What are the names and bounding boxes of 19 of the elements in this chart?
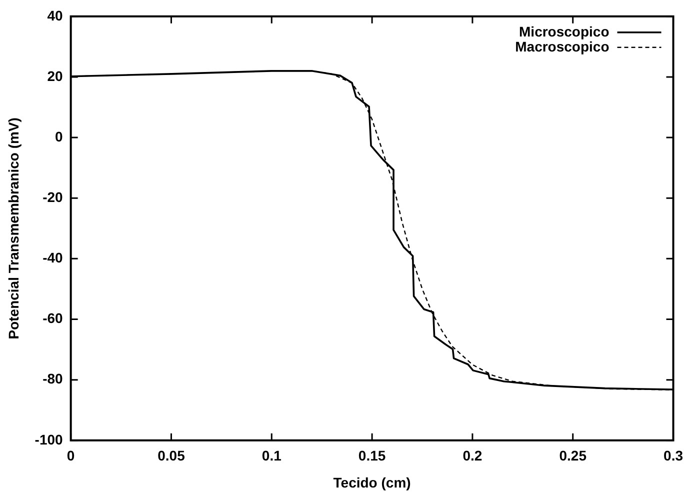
x-tick-label: 0.3 — [664, 448, 684, 464]
y-axis-title: Potencial Transmembranico (mV) — [5, 118, 22, 340]
y-tick-label: -60 — [42, 310, 64, 326]
x-tick-label: 0.05 — [158, 448, 186, 464]
x-tick-label: 0 — [66, 448, 75, 464]
x-axis-title: Tecido (cm) — [333, 474, 411, 490]
y-tick-label: -20 — [42, 188, 64, 205]
y-tick-label: 40 — [47, 7, 64, 24]
x-tick-label: 0.15 — [358, 448, 386, 464]
legend-label: Microscopico — [519, 23, 610, 40]
y-tick-label: -80 — [42, 370, 64, 387]
x-tick-label: 0.2 — [462, 448, 482, 464]
y-tick-label: -100 — [34, 431, 64, 448]
x-tick-label: 0.1 — [262, 448, 282, 464]
y-tick-label: 20 — [47, 68, 64, 84]
y-tick-label: -40 — [42, 250, 64, 266]
x-tick-label: 0.25 — [559, 448, 587, 464]
y-tick-label: 0 — [55, 128, 64, 144]
legend-label: Macroscopico — [515, 38, 610, 54]
